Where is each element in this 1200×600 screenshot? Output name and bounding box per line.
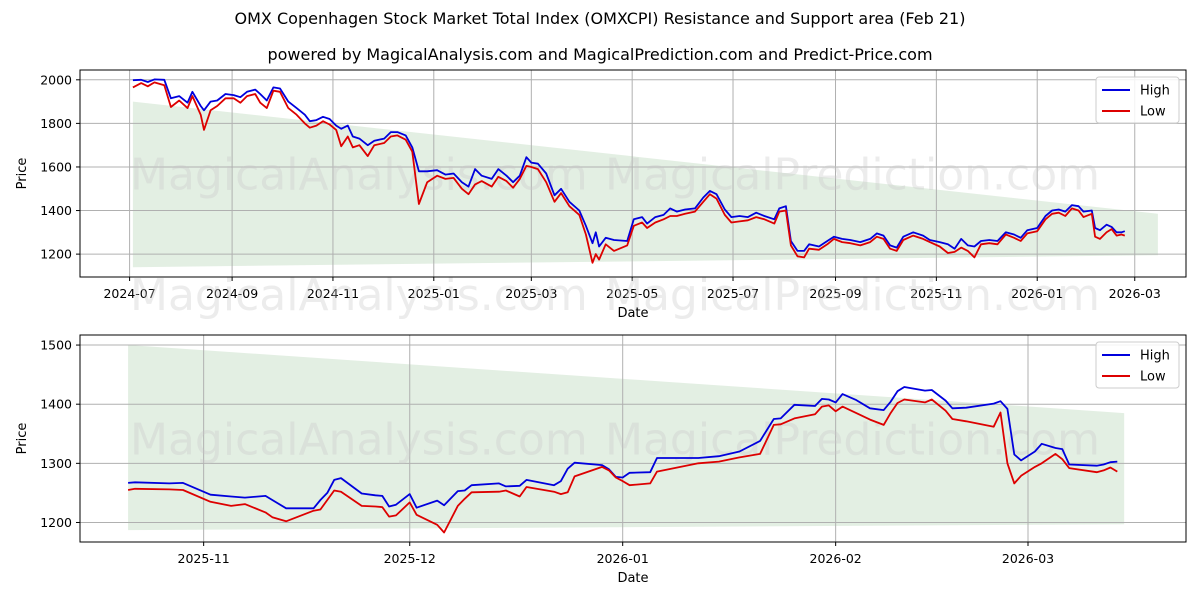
x-axis-label: Date [617,571,648,586]
x-tick-label: 2026-03 [1109,286,1161,301]
y-axis-label: Price [15,423,30,455]
y-tick-label: 1600 [40,159,72,174]
y-tick-label: 1400 [40,397,72,412]
support-resistance-band [132,101,1158,268]
x-tick-label: 2025-01 [408,286,460,301]
x-tick-label: 2025-12 [384,551,436,566]
x-tick-label: 2025-09 [809,286,861,301]
y-tick-label: 1300 [40,456,72,471]
series-line-low [132,81,1126,264]
x-tick-label: 2025-11 [910,286,962,301]
x-tick-label: 2024-07 [103,286,155,301]
legend: High Low [1095,341,1180,389]
watermark: MagicalAnalysis.com [130,415,588,466]
x-axis-label: Date [617,306,648,321]
y-tick-label: 1500 [40,338,72,353]
bottom-chart-panel: 2025-11 2025-12 2026-01 2026-02 2026-03 1200 1… [15,334,1187,586]
watermark: MagicalAnalysis.com [130,270,588,321]
series-line-high [128,386,1118,510]
plot-frame [79,334,1187,543]
x-tick-label: 2025-03 [505,286,557,301]
legend-label-high: High [1140,84,1170,99]
legend-label-high: High [1140,349,1170,364]
legend-label-low: Low [1140,370,1166,385]
series-line-low [127,398,1118,534]
x-tick-label: 2025-11 [178,551,230,566]
legend-label-low: Low [1140,105,1166,120]
x-tick-label: 2025-05 [606,286,658,301]
plot-frame [79,69,1187,278]
y-tick-label: 1200 [40,515,72,530]
watermark: MagicalPrediction.com [605,150,1100,201]
y-tick-label: 2000 [40,72,72,87]
x-tick-label: 2024-11 [307,286,359,301]
x-tick-label: 2025-07 [707,286,759,301]
chart-title: OMX Copenhagen Stock Market Total Index … [234,9,966,28]
y-axis-label: Price [15,158,30,190]
x-tick-label: 2026-03 [1002,551,1054,566]
x-tick-label: 2024-09 [206,286,258,301]
watermark: MagicalPrediction.com [605,270,1100,321]
chart-subtitle: powered by MagicalAnalysis.com and Magic… [267,45,933,64]
legend: High Low [1095,76,1180,124]
watermark: MagicalAnalysis.com [130,150,588,201]
x-tick-label: 2026-01 [1011,286,1063,301]
support-resistance-band [128,345,1125,531]
y-tick-label: 1400 [40,203,72,218]
series-line-high [132,78,1126,252]
x-tick-label: 2026-01 [597,551,649,566]
y-tick-label: 1200 [40,247,72,262]
y-tick-label: 1800 [40,116,72,131]
x-tick-label: 2026-02 [810,551,862,566]
top-chart-panel: 2024-07 2024-09 2024-11 2025-01 2025-03 2025-… [15,69,1187,321]
